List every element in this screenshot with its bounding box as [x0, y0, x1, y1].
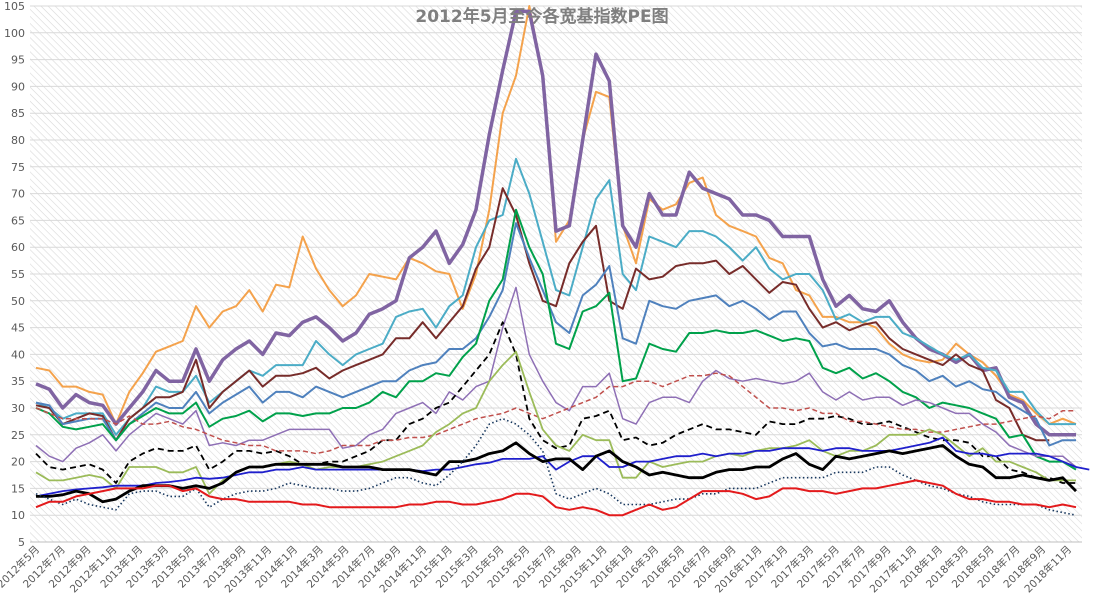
series-lines: [35, 5, 1090, 517]
x-axis: 2012年5月2012年7月2012年9月2012年11月2013年1月2013…: [0, 543, 1074, 595]
y-tick-label: 105: [4, 0, 25, 13]
series-line-blue: [35, 436, 1090, 498]
y-tick-label: 35: [11, 375, 25, 388]
series-line-brown: [35, 187, 1050, 442]
gridlines: [30, 5, 1082, 543]
y-tick-label: 90: [11, 80, 25, 93]
series-line-lightblue: [35, 157, 1076, 436]
y-tick-label: 85: [11, 107, 25, 120]
y-tick-label: 40: [11, 348, 25, 361]
series-line-dotted-navy: [35, 417, 1077, 516]
y-tick-label: 65: [11, 214, 25, 227]
y-tick-label: 80: [11, 134, 25, 147]
series-line-black-dashed: [35, 321, 1076, 484]
y-tick-label: 55: [11, 268, 25, 281]
series-line-olive: [35, 350, 1076, 495]
y-axis: 5 10 15 20 25 30 35 40 45 50 55 60 65 70 75 80 85 90 95 100…: [4, 0, 25, 549]
series-line-lavender: [35, 286, 1077, 468]
series-line-orange: [35, 5, 1077, 426]
y-tick-label: 5: [18, 536, 25, 549]
y-tick-label: 60: [11, 241, 25, 254]
y-tick-label: 15: [11, 482, 25, 495]
chart-title: 2012年5月至今各宽基指数PE图: [415, 6, 668, 27]
y-tick-label: 50: [11, 295, 25, 308]
y-tick-label: 45: [11, 322, 25, 335]
y-tick-label: 30: [11, 402, 25, 415]
y-tick-label: 10: [11, 509, 25, 522]
series-line-purple: [35, 9, 1076, 437]
y-tick-label: 70: [11, 188, 25, 201]
y-tick-label: 100: [4, 27, 25, 40]
y-tick-label: 25: [11, 429, 25, 442]
y-tick-label: 75: [11, 161, 25, 174]
series-line-steelblue: [35, 222, 1076, 447]
y-tick-label: 20: [11, 456, 25, 469]
series-line-red: [35, 479, 1077, 517]
series-line-black: [36, 441, 1077, 504]
series-line-green: [35, 208, 1077, 471]
y-tick-label: 95: [11, 54, 25, 67]
